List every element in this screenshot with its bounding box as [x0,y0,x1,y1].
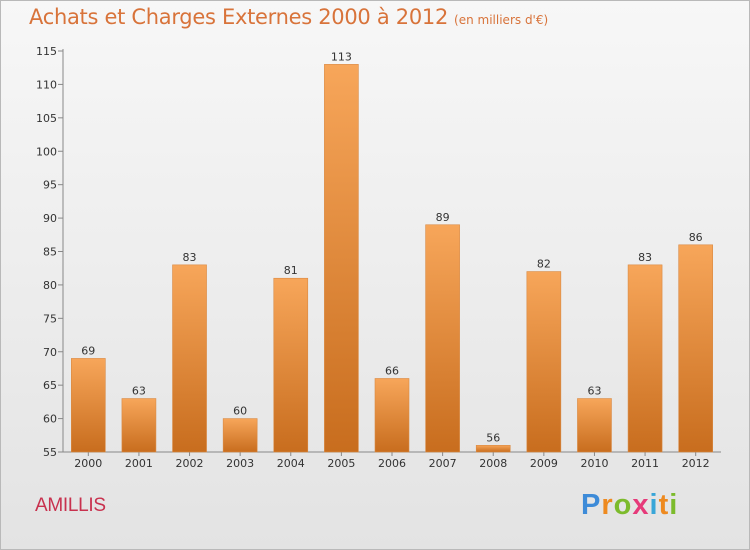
data-label: 82 [537,258,551,271]
axes: 55 60 65 70 75 80 85 90 95 100 105 110 115 [36,45,721,459]
data-label: 66 [385,364,399,377]
bar [172,264,207,453]
y-tick-label: 95 [43,179,57,192]
y-tick-label: 80 [43,279,57,292]
x-tick-label: 2009 [530,457,558,470]
logo-letter: i [649,489,659,521]
data-label: 89 [436,211,450,224]
bar [627,264,663,453]
data-label: 69 [81,344,95,357]
data-label: 83 [638,251,652,264]
logo-letter: P [581,489,602,521]
bar [121,398,157,453]
y-tick-label: 70 [43,346,57,359]
x-tick-label: 2003 [226,457,254,470]
y-tick-label: 110 [36,78,57,91]
logo-letter: i [669,489,679,521]
x-tick-label: 2001 [125,457,153,470]
y-tick-label: 55 [43,446,57,459]
x-tick-label: 2008 [479,457,507,470]
bar [577,398,612,453]
x-tick-label: 2007 [429,457,457,470]
bar [374,378,410,453]
chart-title: Achats et Charges Externes 2000 à 2012 (e… [29,5,548,29]
logo-letter: x [632,489,650,521]
data-label: 56 [486,431,500,444]
data-label: 113 [331,50,352,63]
proxiti-logo[interactable]: Proxiti [581,489,678,522]
chart-title-text: Achats et Charges Externes 2000 à 2012 [29,5,449,29]
bar [71,358,106,453]
bars [71,64,713,453]
x-tick-label: 2000 [74,457,102,470]
logo-letter: t [658,489,670,521]
data-label: 63 [132,385,146,398]
bar [425,224,460,453]
x-tick-label: 2010 [580,457,608,470]
y-tick-label: 75 [43,312,57,325]
labels: 2000 69 2001 63 2002 83 2003 60 2004 81 2005 113 200… [74,50,709,470]
bar [273,277,309,453]
y-tick-label: 100 [36,145,57,158]
bar [222,418,258,453]
logo-letter: o [613,489,633,521]
y-tick-label: 65 [43,379,57,392]
y-tick-label: 105 [36,112,57,125]
x-tick-label: 2011 [631,457,659,470]
x-tick-label: 2012 [682,457,710,470]
logo-letter: r [601,489,614,521]
bar [678,244,713,453]
chart-subtitle: (en milliers d'€) [454,13,549,27]
data-label: 81 [284,264,298,277]
bar [526,271,562,453]
x-tick-label: 2004 [277,457,305,470]
y-tick-label: 60 [43,413,57,426]
y-tick-label: 90 [43,212,57,225]
y-tick-label: 115 [36,45,57,58]
data-label: 83 [183,251,197,264]
x-tick-label: 2002 [176,457,204,470]
data-label: 60 [233,405,247,418]
bar [324,64,359,453]
bar [475,445,511,453]
x-tick-label: 2006 [378,457,406,470]
x-tick-label: 2005 [327,457,355,470]
y-tick-label: 85 [43,246,57,259]
data-label: 86 [689,231,703,244]
data-label: 63 [587,385,601,398]
commune-name: AMILLIS [35,495,106,516]
